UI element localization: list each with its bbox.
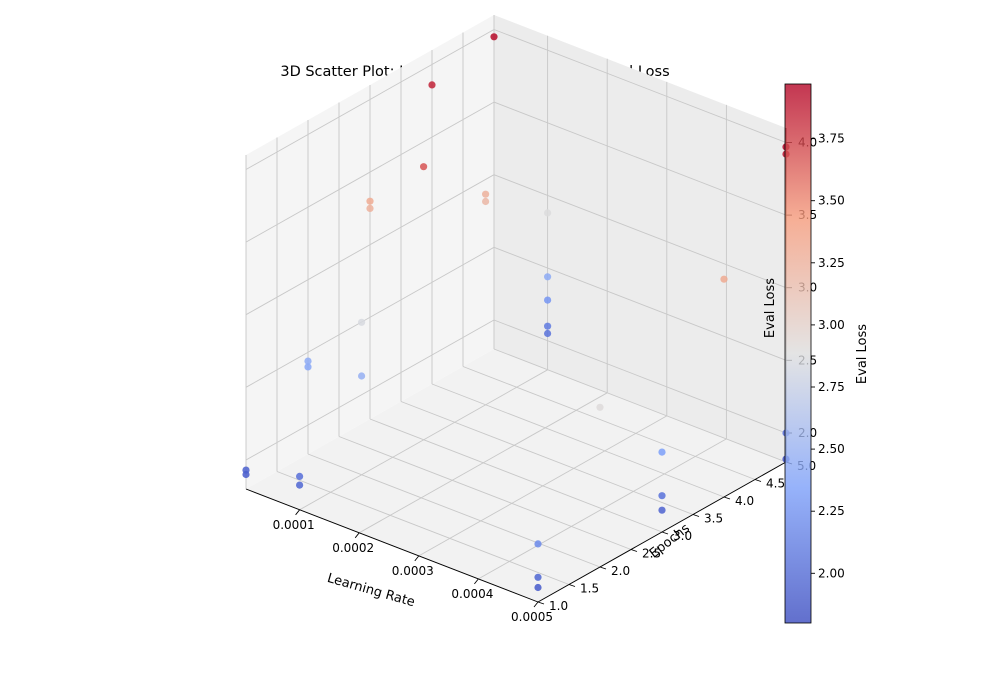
grid-line-z — [493, 29, 787, 143]
x-tick — [414, 555, 420, 562]
grid-line-z — [245, 101, 495, 243]
x-tick-label: 0.0002 — [332, 541, 374, 555]
grid-line-y — [493, 348, 787, 463]
grid-line-z — [493, 246, 787, 361]
back-pane — [494, 15, 786, 462]
y-tick — [661, 531, 669, 535]
scatter-point — [304, 357, 312, 365]
y-tick — [568, 584, 576, 587]
colorbar-tick-label: 3.25 — [818, 256, 845, 270]
grid-line-y — [400, 401, 694, 515]
scatter-point — [366, 197, 374, 205]
x-tick-label: 0.0001 — [273, 518, 315, 532]
scatter-point — [482, 197, 490, 206]
y-tick-label: 1.0 — [549, 599, 568, 613]
grid-line-z — [245, 246, 495, 388]
y-tick — [723, 496, 731, 500]
y-tick — [692, 514, 700, 517]
z-axis-label: Eval Loss — [763, 278, 778, 338]
x-tick-label: 0.0003 — [392, 564, 434, 578]
scatter-point — [534, 583, 542, 592]
grid-line-z — [493, 174, 787, 289]
y-tick — [599, 566, 607, 570]
scatter-point — [358, 372, 366, 380]
scatter-point — [358, 318, 366, 326]
colorbar-label: Eval Loss — [855, 324, 870, 384]
colorbar-tick-label: 3.50 — [818, 194, 845, 208]
scatter-point — [544, 296, 552, 304]
colorbar-tick-label: 2.00 — [818, 566, 845, 580]
grid-line-z — [493, 101, 787, 216]
colorbar — [784, 83, 812, 624]
scatter-points — [242, 33, 790, 592]
grid-line-z — [493, 319, 787, 434]
scatter-point — [296, 472, 304, 480]
colorbar-tick-label: 3.75 — [818, 132, 845, 146]
scatter-point — [596, 403, 604, 411]
colorbar-ticks: 2.00 2.25 2.50 2.75 3.00 3.25 3.50 3.75 — [811, 132, 845, 580]
colorbar-gradient — [784, 83, 812, 624]
scatter-point — [482, 190, 490, 198]
y-tick-label: 4.5 — [766, 477, 785, 491]
grid-line-z — [245, 174, 495, 316]
x-tick — [295, 509, 300, 516]
y-tick-label: 3.0 — [673, 529, 692, 543]
scatter-point — [658, 492, 666, 500]
x-axis-line — [245, 488, 539, 603]
x-tick — [474, 578, 479, 585]
scatter-point — [420, 163, 428, 171]
grid-line-y — [462, 366, 756, 480]
scatter-point — [544, 329, 552, 338]
scatter-point — [658, 448, 666, 456]
grid-line-y — [431, 383, 725, 498]
scatter-point — [490, 33, 498, 41]
x-tick — [354, 532, 360, 539]
scatter-point — [242, 466, 250, 474]
scatter-point — [304, 363, 312, 371]
colorbar-tick-label: 3.00 — [818, 318, 845, 332]
grid-line-y — [369, 418, 663, 533]
scatter-point — [428, 81, 436, 89]
grid-line-y — [307, 453, 601, 568]
y-tick — [537, 601, 545, 605]
x-tick-label: 0.0005 — [511, 610, 553, 624]
scatter-point — [296, 481, 304, 489]
grid-line-y — [338, 436, 632, 550]
scatter-point — [658, 506, 666, 514]
y-tick-label: 4.0 — [735, 494, 754, 508]
y-tick-label: 2.0 — [611, 564, 630, 578]
grid-line-z — [245, 29, 495, 170]
scatter-point — [544, 322, 552, 330]
scatter-point — [534, 573, 542, 581]
y-tick-label: 3.5 — [704, 512, 723, 526]
x-tick — [533, 601, 539, 608]
scatter-point — [366, 204, 374, 212]
grid-line-y — [276, 471, 570, 585]
colorbar-tick-label: 2.75 — [818, 380, 845, 394]
y-tick — [754, 479, 762, 482]
y-tick-label: 1.5 — [580, 582, 599, 596]
axes-grid — [245, 15, 787, 603]
y-tick — [630, 549, 638, 552]
scatter-point — [534, 540, 542, 548]
grid-line-z — [245, 319, 495, 461]
scatter-point — [544, 273, 552, 281]
scatter-point — [720, 275, 728, 283]
y-tick-label: 2.5 — [642, 547, 661, 561]
colorbar-tick-label: 2.25 — [818, 504, 845, 518]
colorbar-tick-label: 2.50 — [818, 442, 845, 456]
scatter-point — [544, 209, 552, 217]
x-tick-label: 0.0004 — [451, 587, 493, 601]
